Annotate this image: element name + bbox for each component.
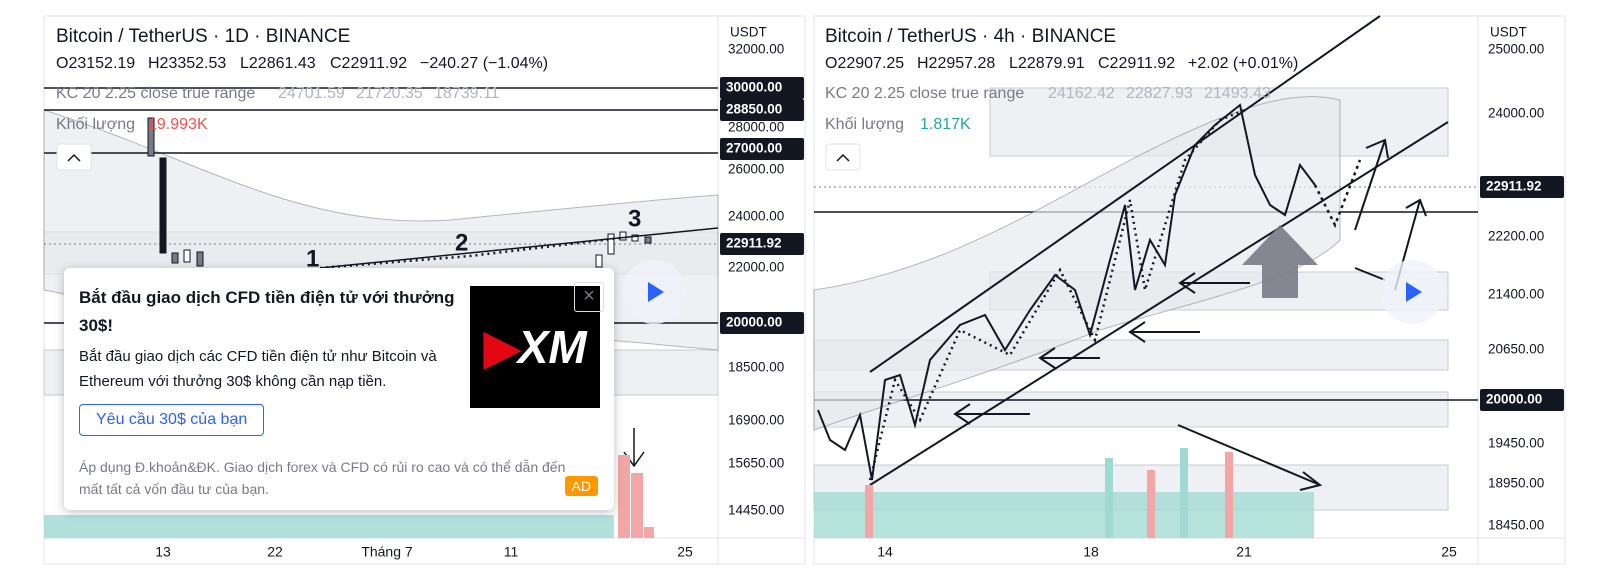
y-tick-label: 24000.00 [728, 209, 784, 224]
y-tick-label: 19450.00 [1488, 436, 1544, 451]
channel-lines [869, 15, 1449, 491]
indicator-name: KC 20 2.25 close true range [825, 85, 1024, 102]
axis-unit: USDT [1490, 25, 1527, 40]
price-tag-label: 20000.00 [726, 315, 782, 330]
ohlc: H23352.53 [148, 55, 226, 72]
price-tag-label: 27000.00 [726, 141, 782, 156]
collapse-button[interactable] [56, 143, 92, 171]
ohlc: L22861.43 [240, 55, 316, 72]
x-tick-label: 22 [267, 544, 283, 560]
y-tick-label: 25000.00 [1488, 42, 1544, 57]
collapse-button[interactable] [825, 143, 861, 171]
ad-button[interactable]: Yêu cầu 30$ của bạn [79, 404, 265, 436]
y-tick-label: 20650.00 [1488, 342, 1544, 357]
trend-line [319, 227, 719, 269]
price-tag [720, 233, 804, 255]
indicator-value: 18739.11 [434, 85, 500, 102]
price-tag [720, 138, 804, 160]
axis-unit: USDT [730, 25, 767, 40]
chevron [67, 153, 81, 162]
indicator-value: 24162.42 [1048, 85, 1115, 102]
ad-title: Bắt đầu giao dịch CFD tiền điện tử với t… [79, 288, 455, 335]
logo-mark: ▶ [483, 319, 522, 375]
price-tag-label: 22911.92 [726, 236, 782, 251]
volume-name: Khối lượng [825, 116, 904, 133]
price-tag-label: 28850.00 [726, 102, 782, 117]
volume-value: 19.993K [148, 116, 208, 133]
annotation: 2 [455, 229, 468, 256]
x-tick-label: 11 [504, 544, 519, 560]
price-tag-label: 20000.00 [1486, 392, 1542, 407]
y-tick-label: 21400.00 [1488, 287, 1544, 302]
play-icon [648, 282, 664, 302]
price-tag [720, 99, 804, 121]
price-tag-label: 22911.92 [1486, 179, 1542, 194]
x-tick-label: 14 [877, 544, 893, 560]
ohlc-change: +2.02 (+0.01%) [1188, 55, 1298, 72]
chart-title: Bitcoin / TetherUS · 1D · BINANCE [56, 26, 350, 47]
y-tick-label: 28000.00 [728, 120, 784, 135]
x-tick-label: 25 [677, 544, 693, 560]
y-tick-label: 15650.00 [728, 456, 784, 471]
y-tick-label: 24000.00 [1488, 106, 1544, 121]
y-tick-label: 16900.00 [728, 413, 784, 428]
y-tick-label: 18950.00 [1488, 476, 1544, 491]
ohlc: O23152.19 [56, 55, 135, 72]
y-tick-label: 22000.00 [728, 260, 784, 275]
play-icon [1406, 282, 1422, 302]
price-tag-label: 30000.00 [726, 80, 782, 95]
chevron [836, 153, 850, 162]
close-button[interactable]: × [574, 282, 604, 312]
volume-value: 1.817K [920, 116, 971, 133]
ad-body: Bắt đầu giao dịch các CFD tiền điện tử n… [79, 348, 437, 390]
indicator-value: 24701.59 [278, 85, 345, 102]
ad-logo: ▶ XM [470, 286, 600, 408]
ohlc-change: −240.27 (−1.04%) [420, 55, 548, 72]
annotation: 3 [628, 205, 641, 232]
projection [1313, 159, 1362, 229]
ohlc: H22957.28 [917, 55, 995, 72]
y-tick-label: 26000.00 [728, 162, 784, 177]
ohlc: L22879.91 [1009, 55, 1085, 72]
ohlc: C22911.92 [330, 55, 407, 72]
ad-disclaimer: Áp dụng Đ.khoản&ĐK. Giao dịch forex và C… [79, 459, 566, 497]
ad-tag: AD [564, 476, 598, 496]
price-tag [1480, 176, 1564, 198]
x-tick-label: 13 [155, 544, 171, 560]
x-tick-label: 21 [1236, 544, 1252, 560]
y-tick-label: 14450.00 [728, 503, 784, 518]
y-tick-label: 32000.00 [728, 42, 784, 57]
indicator-value: 21720.35 [356, 85, 423, 102]
candles [147, 117, 652, 268]
price-tag [720, 77, 804, 99]
x-tick-label: Tháng 7 [361, 544, 413, 560]
x-tick-label: 25 [1441, 544, 1457, 560]
ohlc: C22911.92 [1098, 55, 1175, 72]
price-tag [720, 312, 804, 334]
y-tick-label: 18450.00 [1488, 518, 1544, 533]
wave-path [319, 236, 621, 270]
chart-title: Bitcoin / TetherUS · 4h · BINANCE [825, 26, 1116, 47]
volume-name: Khối lượng [56, 116, 135, 133]
keltner-band [813, 96, 1341, 431]
ad-popup: Bắt đầu giao dịch CFD tiền điện tử với t… [64, 268, 614, 510]
indicator-name: KC 20 2.25 close true range [56, 85, 255, 102]
volume-bars [44, 455, 654, 538]
annotation: 1 [306, 245, 319, 272]
indicator-value: 22827.93 [1126, 85, 1193, 102]
price-tag [1480, 389, 1564, 411]
big-arrow [1242, 225, 1318, 298]
indicator-value: 21493.43 [1204, 85, 1271, 102]
y-tick-label: 22200.00 [1488, 229, 1544, 244]
ohlc: O22907.25 [825, 55, 904, 72]
y-tick-label: 18500.00 [728, 360, 784, 375]
x-tick-label: 18 [1083, 544, 1099, 560]
volume-bars [814, 448, 1314, 538]
logo-text: XM [517, 321, 587, 373]
